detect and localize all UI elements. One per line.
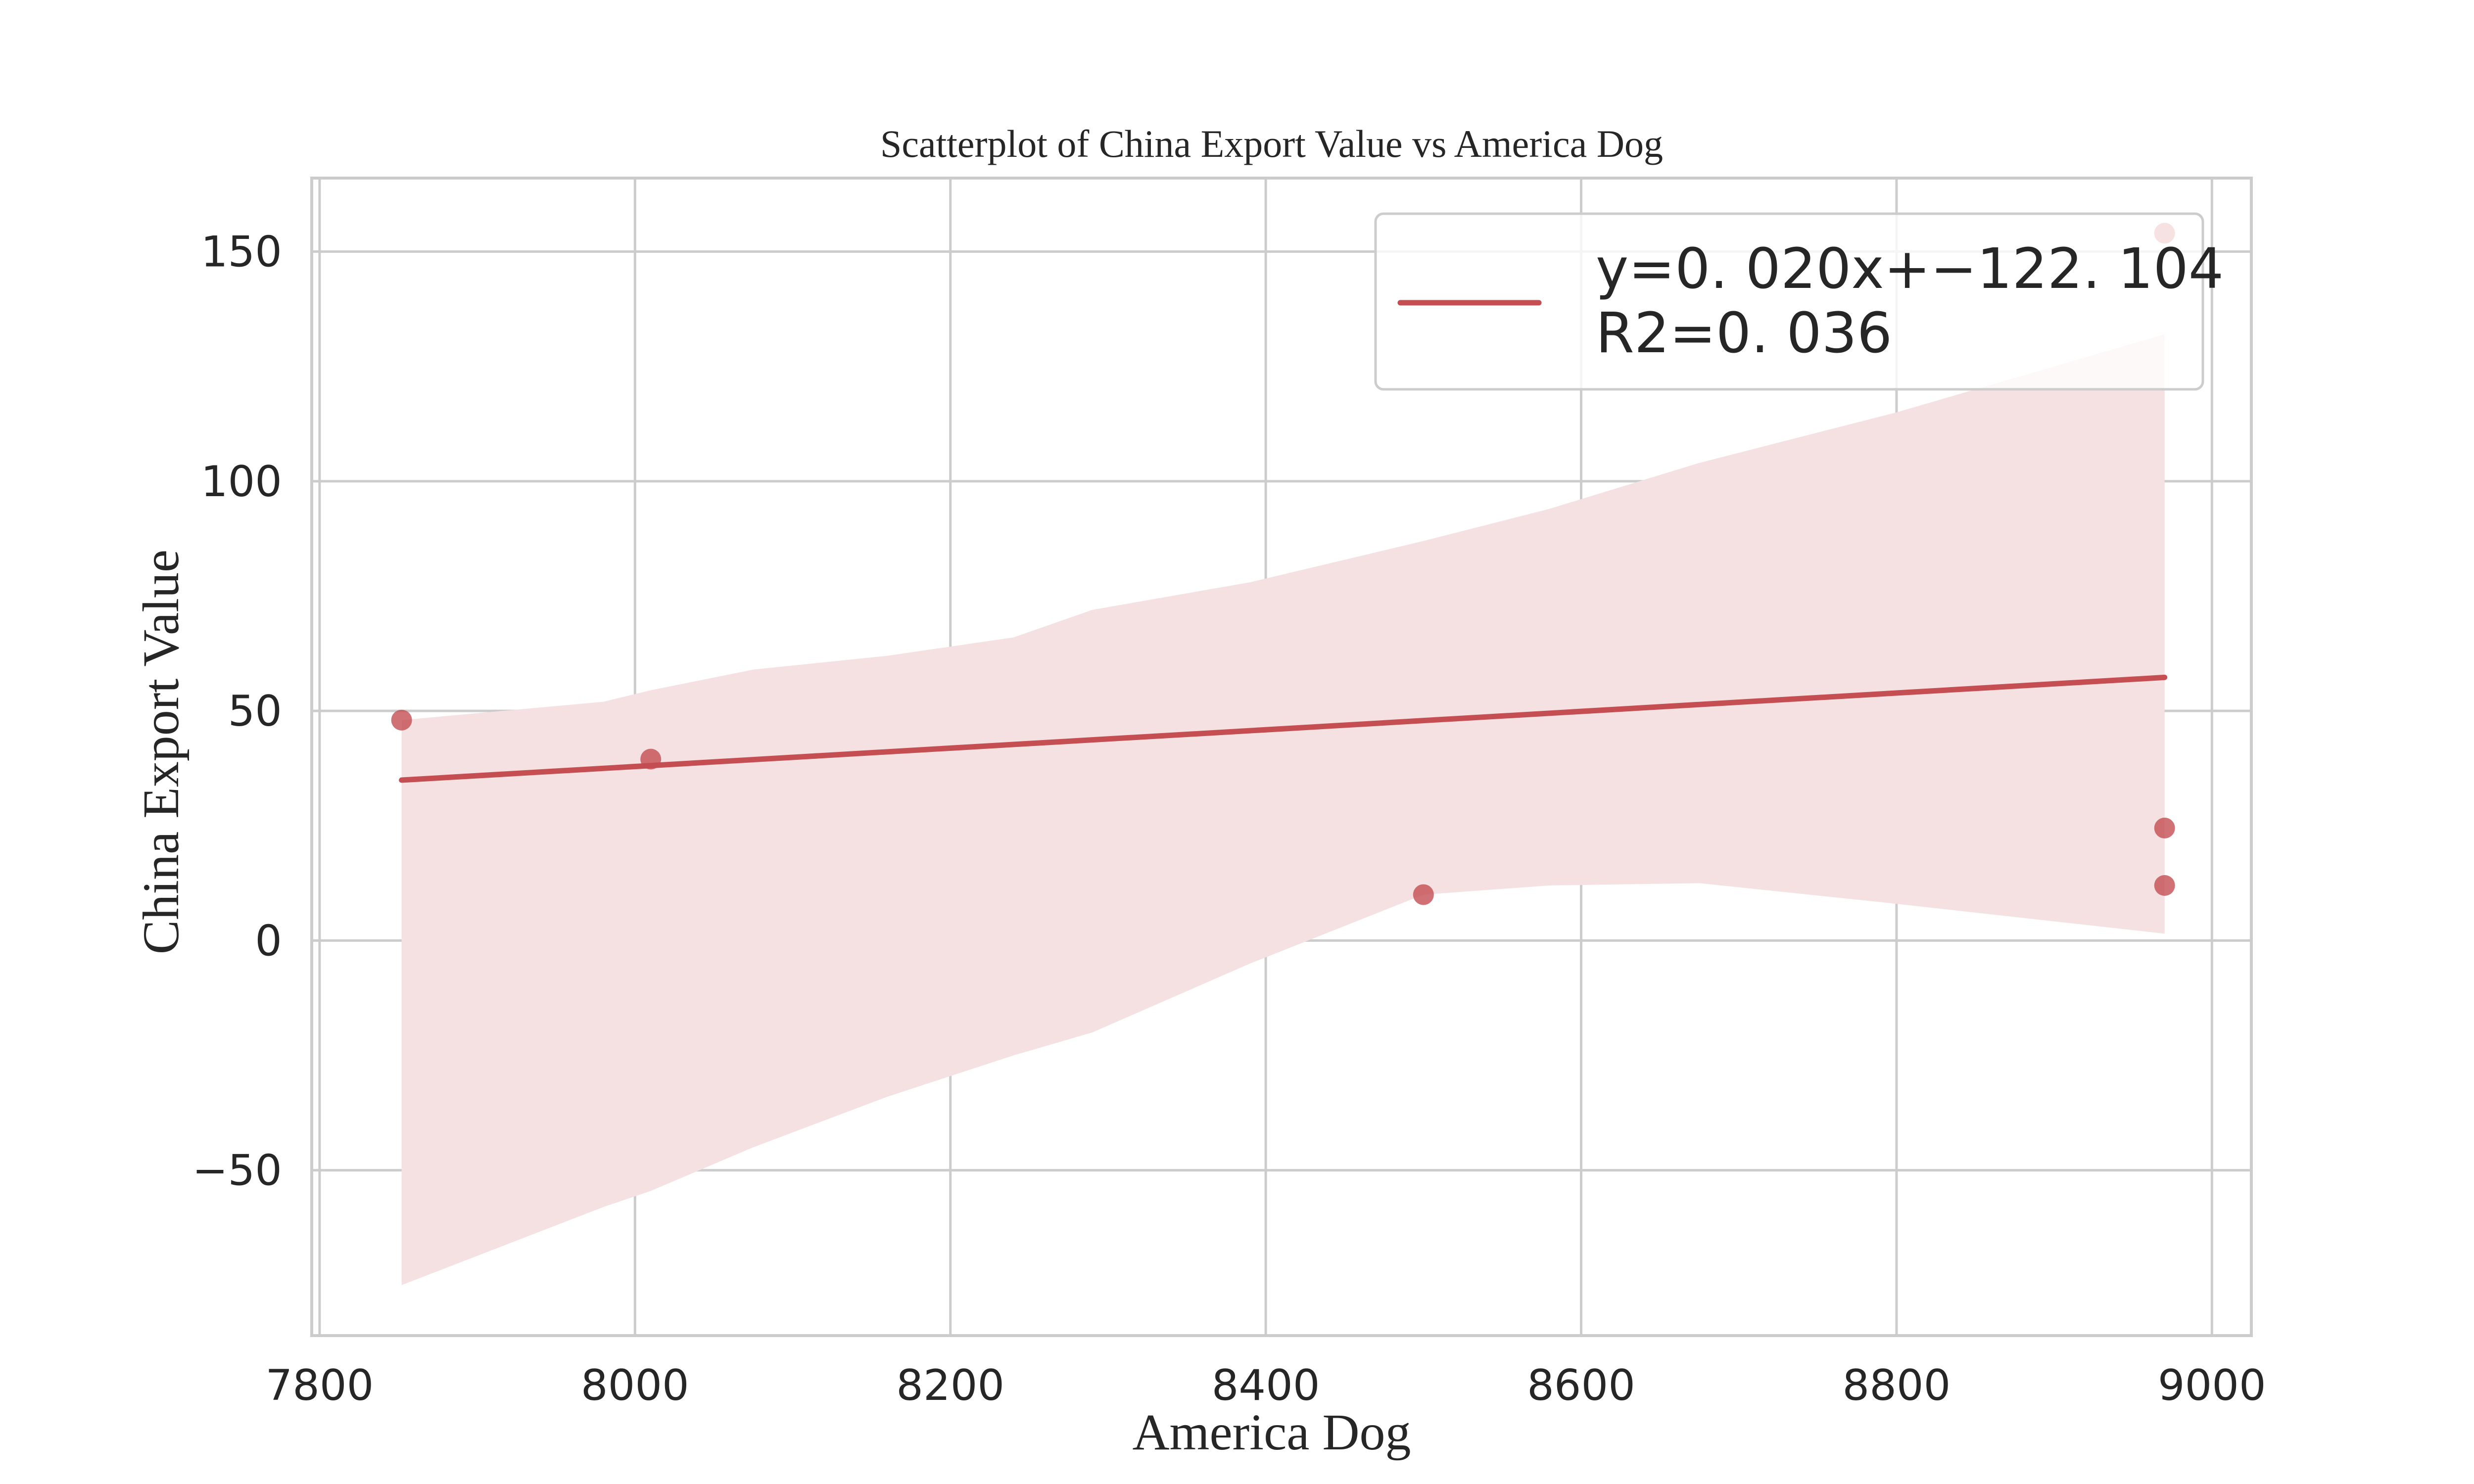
scatter-point	[2154, 875, 2175, 896]
legend-r2: R2=0. 036	[1596, 301, 1892, 366]
x-axis-label: America Dog	[1132, 1404, 1411, 1461]
scatter-point	[391, 709, 412, 731]
y-tick-label: −50	[192, 1146, 283, 1196]
x-tick-label: 9000	[2158, 1361, 2266, 1410]
plot-frame	[310, 177, 2253, 1337]
x-tick-label: 8400	[1212, 1361, 1320, 1410]
chart-title: Scatterplot of China Export Value vs Ame…	[880, 122, 1663, 165]
scatter-point	[1413, 884, 1434, 905]
scatter-point	[640, 748, 662, 770]
y-tick-label: 50	[228, 687, 282, 736]
y-axis-label: China Export Value	[133, 550, 190, 954]
confidence-band	[401, 334, 2165, 1285]
y-tick-label: 150	[201, 228, 282, 277]
y-tick-labels: −50 0 50 100 150	[192, 228, 283, 1196]
x-tick-label: 8800	[1842, 1361, 1951, 1410]
y-tick-label: 100	[201, 457, 282, 507]
scatter-point	[2154, 817, 2175, 838]
regression-line	[399, 674, 2168, 783]
legend-equation: y=0. 020x+−122. 104	[1596, 237, 2224, 301]
y-tick-label: 0	[255, 916, 282, 966]
x-tick-label: 8200	[896, 1361, 1004, 1410]
x-tick-label: 8600	[1527, 1361, 1635, 1410]
x-tick-label: 8000	[581, 1361, 689, 1410]
legend: y=0. 020x+−122. 104 R2=0. 036	[1374, 212, 2224, 391]
legend-box	[1374, 212, 2204, 391]
x-tick-label: 7800	[265, 1361, 374, 1410]
x-tick-labels: 7800 8000 8200 8400 8600 8800 9000	[265, 1361, 2266, 1410]
